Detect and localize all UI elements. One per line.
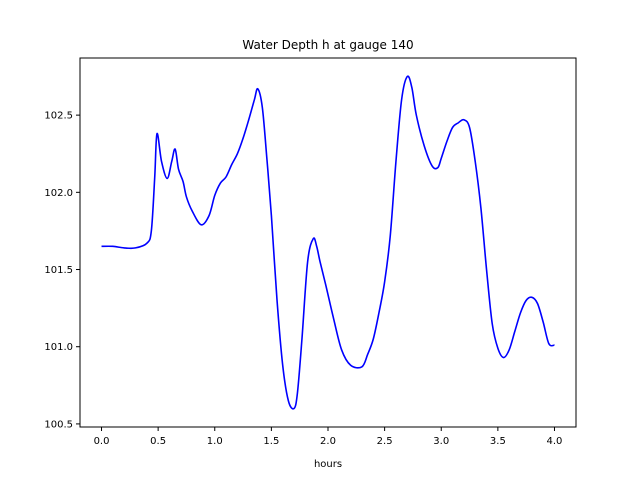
x-tick-label: 3.5 [490,436,506,447]
chart-title: Water Depth h at gauge 140 [242,38,413,52]
plot-area [101,75,555,410]
y-tick-label: 102.5 [44,111,73,122]
y-tick-label: 102.0 [44,188,73,199]
x-tick-label: 4.0 [547,436,563,447]
x-tick-label: 0.0 [94,436,110,447]
y-tick-label: 101.0 [44,342,73,353]
x-tick-label: 0.5 [150,436,166,447]
x-axis-label: hours [314,459,342,470]
y-axis: 100.5 101.0 101.5 102.0 102.5 [44,111,80,430]
x-tick-label: 1.0 [207,436,223,447]
x-tick-label: 2.0 [320,436,336,447]
y-tick-label: 100.5 [44,419,73,430]
x-tick-label: 2.5 [377,436,393,447]
y-tick-label: 101.5 [44,265,73,276]
series-line-0 [101,75,555,410]
x-axis: 0.0 0.5 1.0 1.5 2.0 2.5 3.0 3.5 4.0 [94,427,563,447]
x-tick-label: 3.0 [433,436,449,447]
x-tick-label: 1.5 [263,436,279,447]
